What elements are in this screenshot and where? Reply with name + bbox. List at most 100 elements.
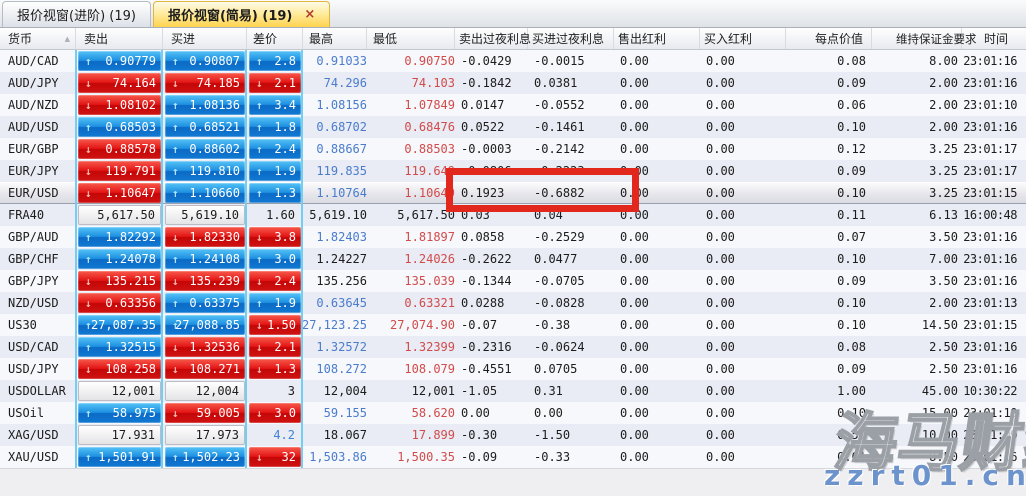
sell-button[interactable]: 27,087.35 ↑ (78, 315, 161, 335)
buy-button[interactable]: 1.82330 ↓ (165, 227, 245, 247)
spread-button[interactable]: 1.9 ↑ (249, 293, 301, 313)
header-currency[interactable]: 货币 ▲ (0, 28, 76, 49)
sell-button[interactable]: 1.08102 ↓ (78, 95, 161, 115)
sell-button[interactable]: 12,001 (78, 381, 161, 401)
sell-button[interactable]: 1,501.91 ↑ (78, 447, 161, 467)
buy-button[interactable]: 0.90807 ↑ (165, 51, 245, 71)
spread-button[interactable]: 1.50 ↓ (249, 315, 301, 335)
buy-button[interactable]: 59.005 ↓ (165, 403, 245, 423)
quote-row[interactable]: USD/CAD 1.32515 ↑ 1.32536 ↓ 2.1 ↓ 1.32572 1.3239… (0, 336, 1026, 358)
cell-currency: XAU/USD (8, 450, 59, 464)
sell-button[interactable]: 17.931 (78, 425, 161, 445)
quote-row[interactable]: XAU/USD 1,501.91 ↑ 1,502.23 ↑ 32 ↓ 1,503.86 1,50… (0, 446, 1026, 468)
quote-row[interactable]: FRA40 5,617.50 5,619.10 1.60 5,619.10 5,617.5… (0, 204, 1026, 226)
buy-button[interactable]: 135.239 ↓ (165, 271, 245, 291)
quote-row[interactable]: EUR/USD 1.10647 ↓ 1.10660 ↑ 1.3 ↑ 1.10764 1.1064… (0, 182, 1026, 204)
quote-row[interactable]: USOil 58.975 ↑ 59.005 ↓ 3.0 ↓ 59.155 58.620 0.00 0… (0, 402, 1026, 424)
header-high[interactable]: 最高 (303, 28, 367, 49)
cell-time: 23:01:16 (963, 54, 1017, 68)
quote-row[interactable]: XAG/USD 17.931 17.973 4.2 18.067 17.899 -0.30 -… (0, 424, 1026, 446)
quote-row[interactable]: US30 27,087.35 ↑ 27,088.85 ↑ 1.50 ↓ 27,123.25 27… (0, 314, 1026, 336)
spread-button[interactable]: 2.1 ↓ (249, 337, 301, 357)
cell-currency: AUD/NZD (8, 98, 59, 112)
sell-button[interactable]: 1.10647 ↓ (78, 183, 161, 203)
quote-row[interactable]: NZD/USD 0.63356 ↓ 0.63375 ↑ 1.9 ↑ 0.63645 0.6332… (0, 292, 1026, 314)
spread-button[interactable]: 1.9 ↑ (249, 161, 301, 181)
header-buy-swap[interactable]: 买进过夜利息 (528, 28, 614, 49)
buy-button[interactable]: 1.10660 ↑ (165, 183, 245, 203)
quote-row[interactable]: GBP/AUD 1.82292 ↑ 1.82330 ↓ 3.8 ↓ 1.82403 1.8189… (0, 226, 1026, 248)
buy-button[interactable]: 17.973 (165, 425, 245, 445)
cell-buy-swap: -0.1461 (534, 120, 585, 134)
quote-row[interactable]: EUR/JPY 119.791 ↓ 119.810 ↑ 1.9 ↑ 119.835 119.64… (0, 160, 1026, 182)
quote-row[interactable]: AUD/NZD 1.08102 ↓ 1.08136 ↑ 3.4 ↑ 1.08156 1.0784… (0, 94, 1026, 116)
header-buy[interactable]: 买进 (163, 28, 247, 49)
cell-buy-swap: 0.0705 (534, 362, 578, 376)
close-tab-icon[interactable]: × (304, 7, 316, 22)
cell-currency: GBP/CHF (8, 252, 59, 266)
quote-row[interactable]: USD/JPY 108.258 ↓ 108.271 ↓ 1.3 ↓ 108.272 108.07… (0, 358, 1026, 380)
buy-button[interactable]: 119.810 ↑ (165, 161, 245, 181)
buy-button[interactable]: 27,088.85 ↑ (165, 315, 245, 335)
spread-button[interactable]: 1.3 ↓ (249, 359, 301, 379)
sell-button[interactable]: 0.90779 ↑ (78, 51, 161, 71)
sell-button[interactable]: 58.975 ↑ (78, 403, 161, 423)
cell-sell-dividend: 0.00 (620, 76, 649, 90)
sell-button[interactable]: 119.791 ↓ (78, 161, 161, 181)
buy-button[interactable]: 108.271 ↓ (165, 359, 245, 379)
header-low[interactable]: 最低 (367, 28, 455, 49)
spread-button[interactable]: 2.4 ↑ (249, 139, 301, 159)
buy-button[interactable]: 0.88602 ↑ (165, 139, 245, 159)
spread-button[interactable]: 3.0 ↑ (249, 249, 301, 269)
cell-margin: 10.00 (921, 428, 958, 442)
header-sell[interactable]: 卖出 (76, 28, 163, 49)
tab-quote-simple[interactable]: 报价视窗(简易) (19) × (152, 1, 331, 27)
header-margin-requirement[interactable]: 维持保证金要求 (872, 28, 977, 49)
up-arrow-icon: ↑ (172, 120, 179, 134)
cell-margin: 2.50 (929, 340, 958, 354)
spread-button[interactable]: 2.1 ↓ (249, 73, 301, 93)
buy-button[interactable]: 1,502.23 ↑ (165, 447, 245, 467)
quote-row[interactable]: AUD/USD 0.68503 ↑ 0.68521 ↑ 1.8 ↑ 0.68702 0.6847… (0, 116, 1026, 138)
spread-button[interactable]: 2.8 ↑ (249, 51, 301, 71)
sell-button[interactable]: 1.24078 ↑ (78, 249, 161, 269)
sell-button[interactable]: 108.258 ↓ (78, 359, 161, 379)
buy-button[interactable]: 74.185 ↓ (165, 73, 245, 93)
buy-button[interactable]: 0.63375 ↑ (165, 293, 245, 313)
spread-button[interactable]: 3.8 ↓ (249, 227, 301, 247)
sell-button[interactable]: 0.88578 ↓ (78, 139, 161, 159)
cell-high: 1,503.86 (309, 450, 367, 464)
quote-row[interactable]: EUR/GBP 0.88578 ↓ 0.88602 ↑ 2.4 ↑ 0.88667 0.8850… (0, 138, 1026, 160)
buy-button[interactable]: 12,004 (165, 381, 245, 401)
header-buy-dividend[interactable]: 买入红利 (700, 28, 786, 49)
sell-button[interactable]: 1.82292 ↑ (78, 227, 161, 247)
spread-button[interactable]: 2.4 ↓ (249, 271, 301, 291)
buy-button[interactable]: 1.08136 ↑ (165, 95, 245, 115)
spread-button[interactable]: 32 ↓ (249, 447, 301, 467)
sell-button[interactable]: 1.32515 ↑ (78, 337, 161, 357)
sell-button[interactable]: 0.68503 ↑ (78, 117, 161, 137)
spread-button[interactable]: 3.4 ↑ (249, 95, 301, 115)
quote-row[interactable]: USDOLLAR 12,001 12,004 3 12,004 12,001 -1.05 0.… (0, 380, 1026, 402)
quote-row[interactable]: AUD/CAD 0.90779 ↑ 0.90807 ↑ 2.8 ↑ 0.91033 0.9075… (0, 50, 1026, 72)
header-sell-swap[interactable]: 卖出过夜利息 (455, 28, 531, 49)
sell-button[interactable]: 74.164 ↓ (78, 73, 161, 93)
cell-buy-swap: -0.0015 (534, 54, 585, 68)
tab-quote-advanced[interactable]: 报价视窗(进阶) (19) (2, 1, 151, 27)
header-time[interactable]: 时间 (984, 32, 1009, 46)
spread-button[interactable]: 3.0 ↓ (249, 403, 301, 423)
quote-row[interactable]: GBP/CHF 1.24078 ↑ 1.24108 ↑ 3.0 ↑ 1.24227 1.2402… (0, 248, 1026, 270)
quote-row[interactable]: GBP/JPY 135.215 ↓ 135.239 ↓ 2.4 ↓ 135.256 135.03… (0, 270, 1026, 292)
header-sell-dividend[interactable]: 售出红利 (614, 28, 700, 49)
quote-row[interactable]: AUD/JPY 74.164 ↓ 74.185 ↓ 2.1 ↓ 74.296 74.103 -0.… (0, 72, 1026, 94)
buy-button[interactable]: 1.24108 ↑ (165, 249, 245, 269)
sell-button[interactable]: 135.215 ↓ (78, 271, 161, 291)
buy-button[interactable]: 0.68521 ↑ (165, 117, 245, 137)
cell-spread: 2.1 ↓ (247, 72, 303, 94)
buy-button[interactable]: 1.32536 ↓ (165, 337, 245, 357)
header-point-value[interactable]: 每点价值 (786, 28, 872, 49)
header-spread[interactable]: 差价 (247, 28, 303, 49)
spread-button[interactable]: 1.8 ↑ (249, 117, 301, 137)
spread-button[interactable]: 1.3 ↑ (249, 183, 301, 203)
sell-button[interactable]: 0.63356 ↓ (78, 293, 161, 313)
